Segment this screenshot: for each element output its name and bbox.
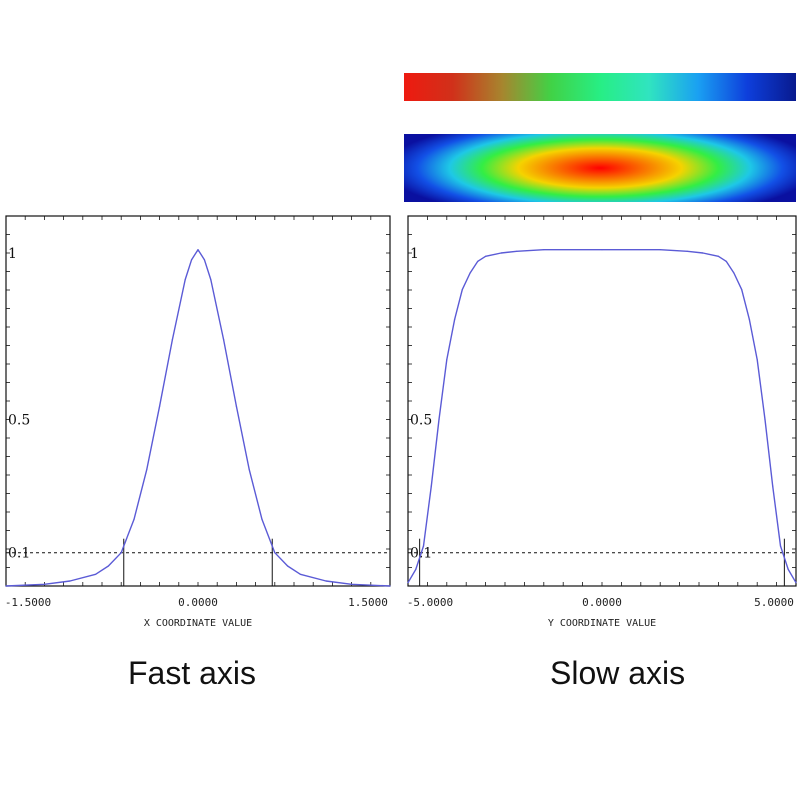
data-point [210, 279, 212, 281]
x-axis-label: X COORDINATE VALUE [144, 618, 252, 629]
data-point [733, 272, 735, 274]
data-point [95, 573, 97, 575]
data-point [772, 485, 774, 487]
data-point [500, 252, 502, 254]
x-tick-label: 5.0000 [754, 596, 794, 609]
x-tick-label: -5.0000 [407, 596, 453, 609]
data-point [223, 338, 225, 341]
data-point [438, 418, 440, 421]
data-point [146, 468, 148, 471]
data-point [351, 583, 353, 585]
data-point [461, 289, 463, 291]
plot-frame [407, 215, 797, 587]
y-tick-label: 0.5 [8, 413, 30, 429]
beam-spot [404, 134, 796, 202]
data-point [702, 252, 704, 254]
y-tick-label: 0.5 [410, 413, 432, 429]
y-tick-label: 0.1 [8, 546, 30, 562]
data-point [5, 585, 7, 587]
data-point [407, 582, 409, 584]
y-tick-label: 1 [8, 246, 17, 262]
data-point [469, 272, 471, 274]
data-point [779, 545, 782, 547]
data-point [184, 279, 186, 281]
data-point [389, 585, 391, 587]
x-tick-label: 1.5000 [348, 596, 388, 609]
data-point [477, 260, 479, 262]
data-point [248, 468, 250, 471]
data-point [43, 583, 46, 585]
x-tick-label: 0.0000 [178, 596, 218, 609]
data-point [430, 485, 432, 487]
data-point [274, 552, 276, 554]
data-point [764, 418, 766, 421]
data-point [485, 255, 487, 257]
data-point [543, 249, 545, 251]
data-point [659, 249, 661, 251]
data-point [171, 338, 173, 341]
data-point [235, 405, 237, 407]
intensity-curve [407, 249, 797, 584]
data-point [422, 545, 425, 547]
data-point [287, 565, 289, 567]
plot-frame [5, 215, 391, 587]
data-point [741, 289, 743, 291]
color-scale-bar [404, 73, 796, 101]
data-point [261, 518, 263, 521]
data-point [133, 518, 135, 521]
data-point [601, 249, 603, 251]
fast-axis-caption: Fast axis [128, 655, 257, 691]
x-tick-label: -1.5000 [5, 596, 51, 609]
y-tick-label: 0.1 [410, 546, 432, 562]
data-point [299, 573, 301, 575]
data-point [107, 565, 109, 567]
data-point [120, 552, 122, 554]
data-point [203, 259, 205, 261]
x-tick-label: 0.0000 [582, 596, 622, 609]
data-point [686, 250, 688, 252]
data-point [191, 259, 193, 261]
data-point [325, 580, 327, 582]
data-point [748, 319, 751, 321]
data-point [415, 568, 417, 570]
data-point [787, 568, 789, 570]
beam-intensity-image [404, 134, 796, 202]
data-point [717, 255, 720, 257]
intensity-curve [5, 249, 391, 587]
data-point [453, 319, 456, 321]
data-point [516, 250, 518, 252]
data-point [69, 580, 71, 582]
y-tick-label: 1 [410, 246, 419, 262]
data-point [795, 582, 797, 584]
data-point [756, 358, 758, 361]
slow-axis-caption: Slow axis [550, 655, 686, 691]
data-point [725, 260, 727, 262]
data-point [446, 358, 448, 361]
data-point [159, 405, 161, 407]
data-point [197, 249, 199, 251]
x-axis-label: Y COORDINATE VALUE [548, 618, 656, 629]
